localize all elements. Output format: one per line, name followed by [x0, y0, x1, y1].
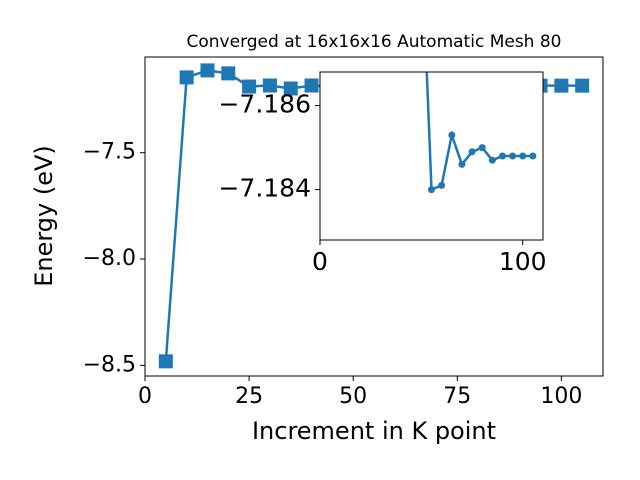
marker [458, 160, 466, 168]
marker [575, 78, 590, 93]
chart-title: Converged at 16x16x16 Automatic Mesh 80 [187, 32, 562, 52]
y-tick-label: −7.184 [218, 174, 311, 203]
marker [304, 78, 319, 93]
y-tick-label: −7.5 [83, 140, 136, 165]
marker [478, 144, 486, 152]
marker [262, 78, 277, 93]
plot-frame [319, 71, 544, 241]
marker [283, 81, 298, 96]
marker [242, 79, 257, 94]
x-tick-label: 75 [443, 384, 471, 409]
x-tick-label: 0 [312, 247, 328, 276]
x-tick-label: 50 [339, 384, 367, 409]
marker [200, 63, 215, 78]
plot-frame [144, 56, 604, 377]
marker [529, 152, 537, 160]
plot [425, 72, 537, 194]
y-tick-label: −7.186 [218, 90, 311, 119]
y-tick-label: −8.0 [83, 246, 136, 271]
marker [498, 152, 506, 160]
marker [428, 186, 435, 194]
marker [488, 156, 496, 164]
axes: 0 100 −7.186 −7.184 [218, 71, 547, 276]
x-tick-label: 25 [235, 384, 263, 409]
marker [448, 131, 456, 139]
marker [509, 152, 517, 160]
marker [438, 181, 446, 189]
marker [554, 78, 569, 93]
y-tick-label: −8.5 [83, 352, 136, 377]
x-tick-label: 0 [138, 384, 152, 409]
marker [468, 148, 476, 156]
marker [179, 70, 194, 85]
y-axis-label: Energy (eV) [30, 145, 58, 287]
x-tick-label: 100 [499, 247, 547, 276]
marker [221, 66, 236, 81]
marker [519, 152, 527, 160]
x-tick-label: 100 [540, 384, 582, 409]
marker [158, 354, 173, 369]
x-axis-label: Increment in K point [252, 417, 496, 445]
